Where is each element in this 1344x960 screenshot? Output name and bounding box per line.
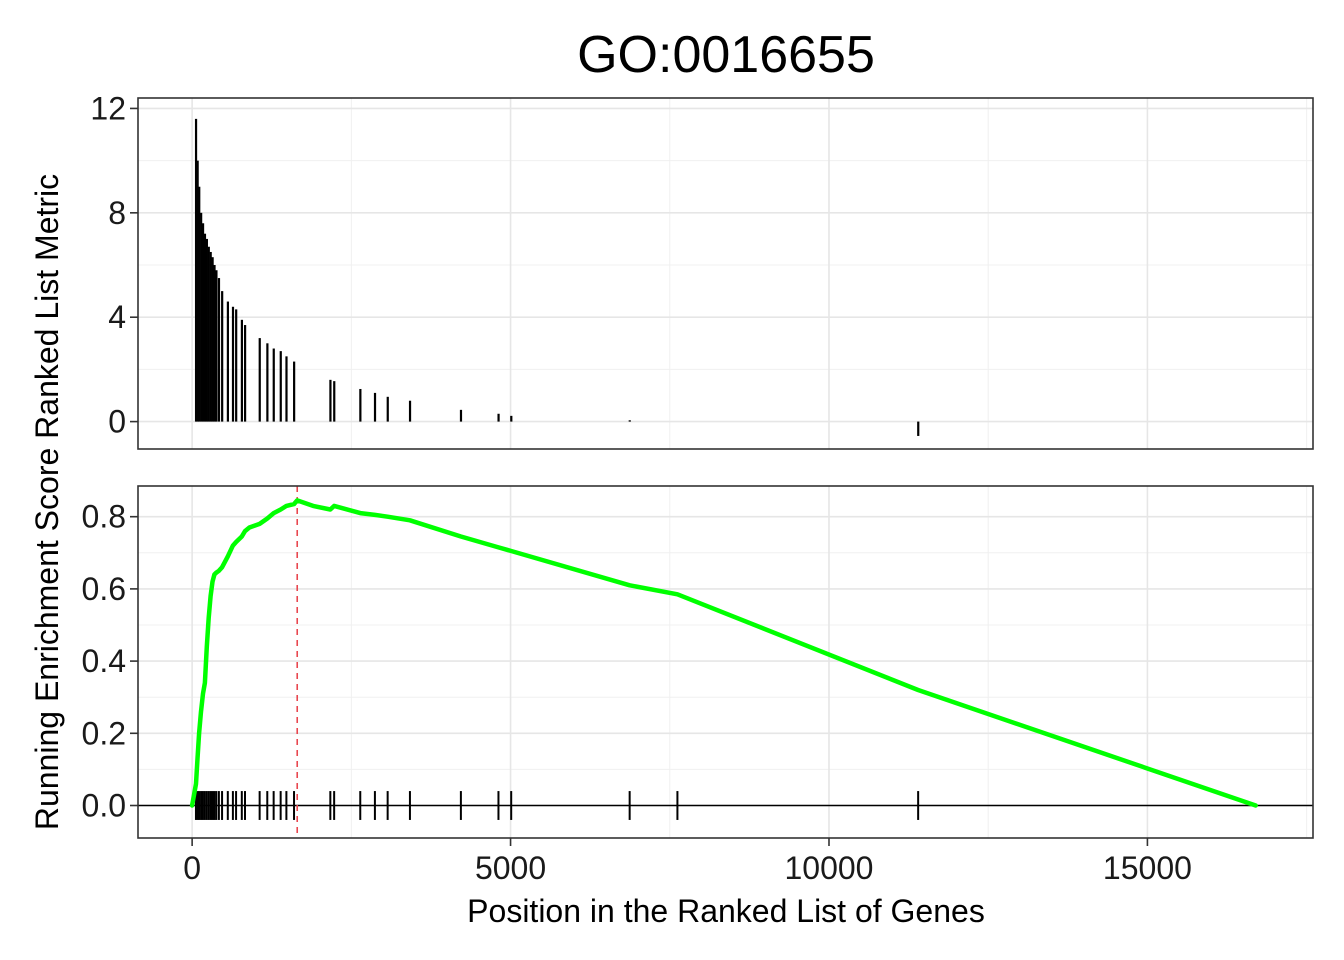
metric-bar [917, 421, 920, 436]
x-tick-label: 10000 [784, 850, 873, 886]
running-es-line [189, 498, 1258, 808]
metric-bar [408, 400, 412, 422]
x-tick-label: 5000 [475, 850, 546, 886]
metric-y-tick-label: 8 [108, 195, 126, 231]
es-y-tick-label: 0.0 [82, 788, 126, 824]
metric-panel-border [137, 97, 1314, 450]
metric-bar [209, 251, 212, 422]
y-axis-title: Running Enrichment Score Ranked List Met… [29, 174, 65, 830]
chart-title: GO:0016655 [577, 26, 875, 84]
metric-bar [217, 278, 221, 422]
metric-bar [196, 160, 199, 422]
x-tick-label: 0 [183, 850, 201, 886]
metric-bar [240, 319, 244, 422]
metric-bar [258, 338, 261, 422]
metric-y-tick-label: 0 [108, 404, 126, 440]
metric-bar [221, 291, 224, 422]
metric-bar [359, 388, 362, 422]
es-y-tick-label: 0.6 [82, 571, 126, 607]
metric-bar [243, 325, 247, 422]
metric-bar [293, 361, 296, 422]
metric-bar [205, 238, 208, 422]
metric-bar [211, 257, 214, 422]
metric-bar [226, 301, 229, 422]
es-y-tick-label: 0.2 [82, 715, 126, 751]
metric-y-tick-label: 4 [108, 299, 126, 335]
metric-bar [194, 118, 198, 422]
metric-bar [285, 356, 288, 422]
metric-bar [215, 270, 218, 422]
metric-bar [235, 309, 238, 422]
metric-bar [203, 233, 207, 422]
metric-bar [459, 409, 463, 422]
enrichment-score-panel: 0.0 0.2 0.4 0.6 0.8 [82, 485, 1314, 839]
es-y-tick-label: 0.4 [82, 643, 126, 679]
metric-bar [497, 413, 500, 422]
metric-bar [329, 379, 332, 422]
metric-bar [200, 212, 203, 422]
metric-bar [213, 265, 216, 422]
metric-bar [510, 415, 513, 422]
metric-bar [386, 396, 389, 422]
metric-bar [198, 186, 201, 422]
ranked-metric-panel: 0 4 8 12 [90, 90, 1314, 450]
metric-bar [628, 420, 631, 422]
metric-bar [207, 246, 210, 422]
x-tick-label: 15000 [1103, 850, 1192, 886]
metric-bar [272, 348, 275, 422]
es-y-tick-label: 0.8 [82, 499, 126, 535]
es-panel-border [137, 485, 1314, 839]
metric-y-tick-label: 12 [90, 90, 126, 126]
metric-bar [279, 351, 282, 422]
metric-bar [333, 381, 336, 422]
x-axis: 0 5000 10000 15000 [183, 838, 1192, 886]
metric-bar [231, 306, 235, 422]
x-axis-title: Position in the Ranked List of Genes [467, 893, 985, 929]
metric-bar [373, 392, 377, 422]
metric-bar [266, 343, 269, 422]
metric-bar [201, 223, 205, 422]
